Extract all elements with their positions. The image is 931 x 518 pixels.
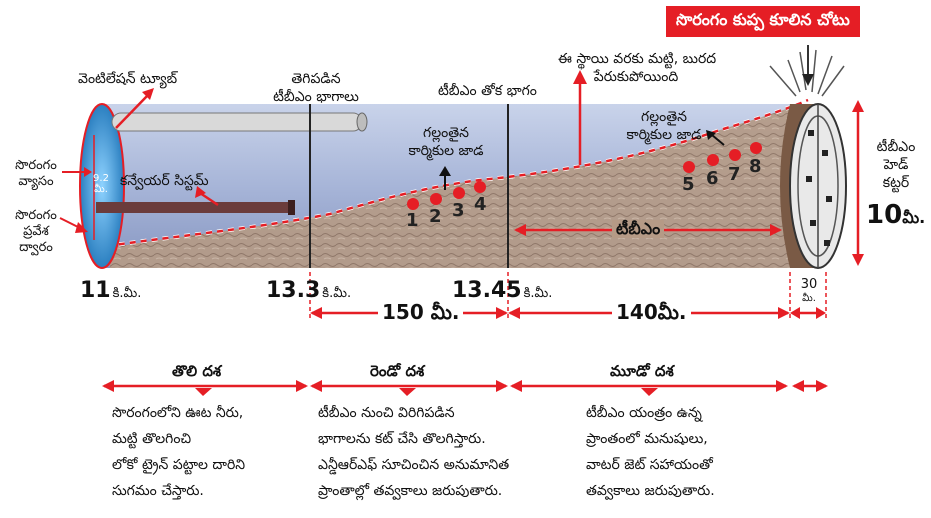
km-marker-11: 11 కి.మీ. <box>80 278 142 303</box>
distance-150m: 150 మీ. <box>378 300 464 329</box>
phase-1-text: సొరంగంలోని ఊట నీరు, మట్టి తొలగించి లోకో … <box>112 405 246 499</box>
worker-marker-2: 2 <box>429 206 442 227</box>
conveyor-belt <box>96 202 292 213</box>
phase-3-text: టీబీఎం యంత్రం ఉన్న ప్రాంతంలో మనుషులు, వా… <box>586 405 715 499</box>
phase-3-title: మూడో దశ <box>604 362 680 384</box>
tunnel-entrance-label: సొరంగం ప్రవేశ ద్వారం <box>15 208 57 255</box>
tbm-head-cutter <box>780 103 847 269</box>
collapse-site-badge: సొరంగం కుప్ప కూలిన చోటు <box>666 6 860 37</box>
tbm-tail-label: టీబీఎం తోక భాగం <box>438 83 537 99</box>
broken-tbm-parts-label: తెగిపడిన టీబీఎం భాగాలు <box>273 71 359 105</box>
diameter-value: 9.2 మీ. <box>93 173 109 195</box>
tunnel-mouth <box>79 103 125 269</box>
worker-marker-1: 1 <box>406 210 419 231</box>
ventilation-tube <box>111 112 363 132</box>
tbm-head-cutter-label: టీబీఎం హెడ్ కట్టర్ <box>876 139 916 191</box>
collapse-debris <box>769 49 845 97</box>
phase-1-title: తొలి దశ <box>166 362 228 384</box>
distance-140m: 140మీ. <box>612 300 691 329</box>
phase-2-title: రెండో దశ <box>364 362 431 384</box>
cutter-size: 10మీ. <box>866 200 926 230</box>
worker-marker-5: 5 <box>682 174 695 195</box>
worker-marker-8: 8 <box>749 156 762 177</box>
end-segment-length: 30 మీ. <box>800 277 818 305</box>
debris-level-note: ఈ స్థాయి వరకు మట్టి, బురద పేరుకుపోయింది <box>558 51 717 85</box>
missing-workers-label-left: గల్లంతైన కార్మికుల జాడ <box>408 125 484 159</box>
worker-marker-7: 7 <box>728 164 741 185</box>
tunnel-diameter-label: సొరంగం వ్యాసం <box>15 158 57 189</box>
worker-marker-6: 6 <box>706 168 719 189</box>
ventilation-tube-label: వెంటిలేషన్ ట్యూబ్ <box>78 71 178 87</box>
worker-marker-3: 3 <box>452 200 465 221</box>
worker-stars <box>407 142 762 210</box>
missing-workers-label-right: గల్లంతైన కార్మికుల జాడ <box>626 109 702 143</box>
conveyor-system-label: కన్వేయర్ సిస్టమ్ <box>120 173 209 189</box>
tbm-label: టీబీఎం <box>612 220 665 238</box>
km-marker-13-3: 13.3 కి.మీ. <box>266 278 352 303</box>
worker-marker-4: 4 <box>474 194 487 215</box>
km-marker-13-45: 13.45 కి.మీ. <box>452 278 553 303</box>
phase-2-text: టీబీఎం నుంచి విరిగిపడిన భాగాలను కట్ చేసి… <box>318 405 510 499</box>
